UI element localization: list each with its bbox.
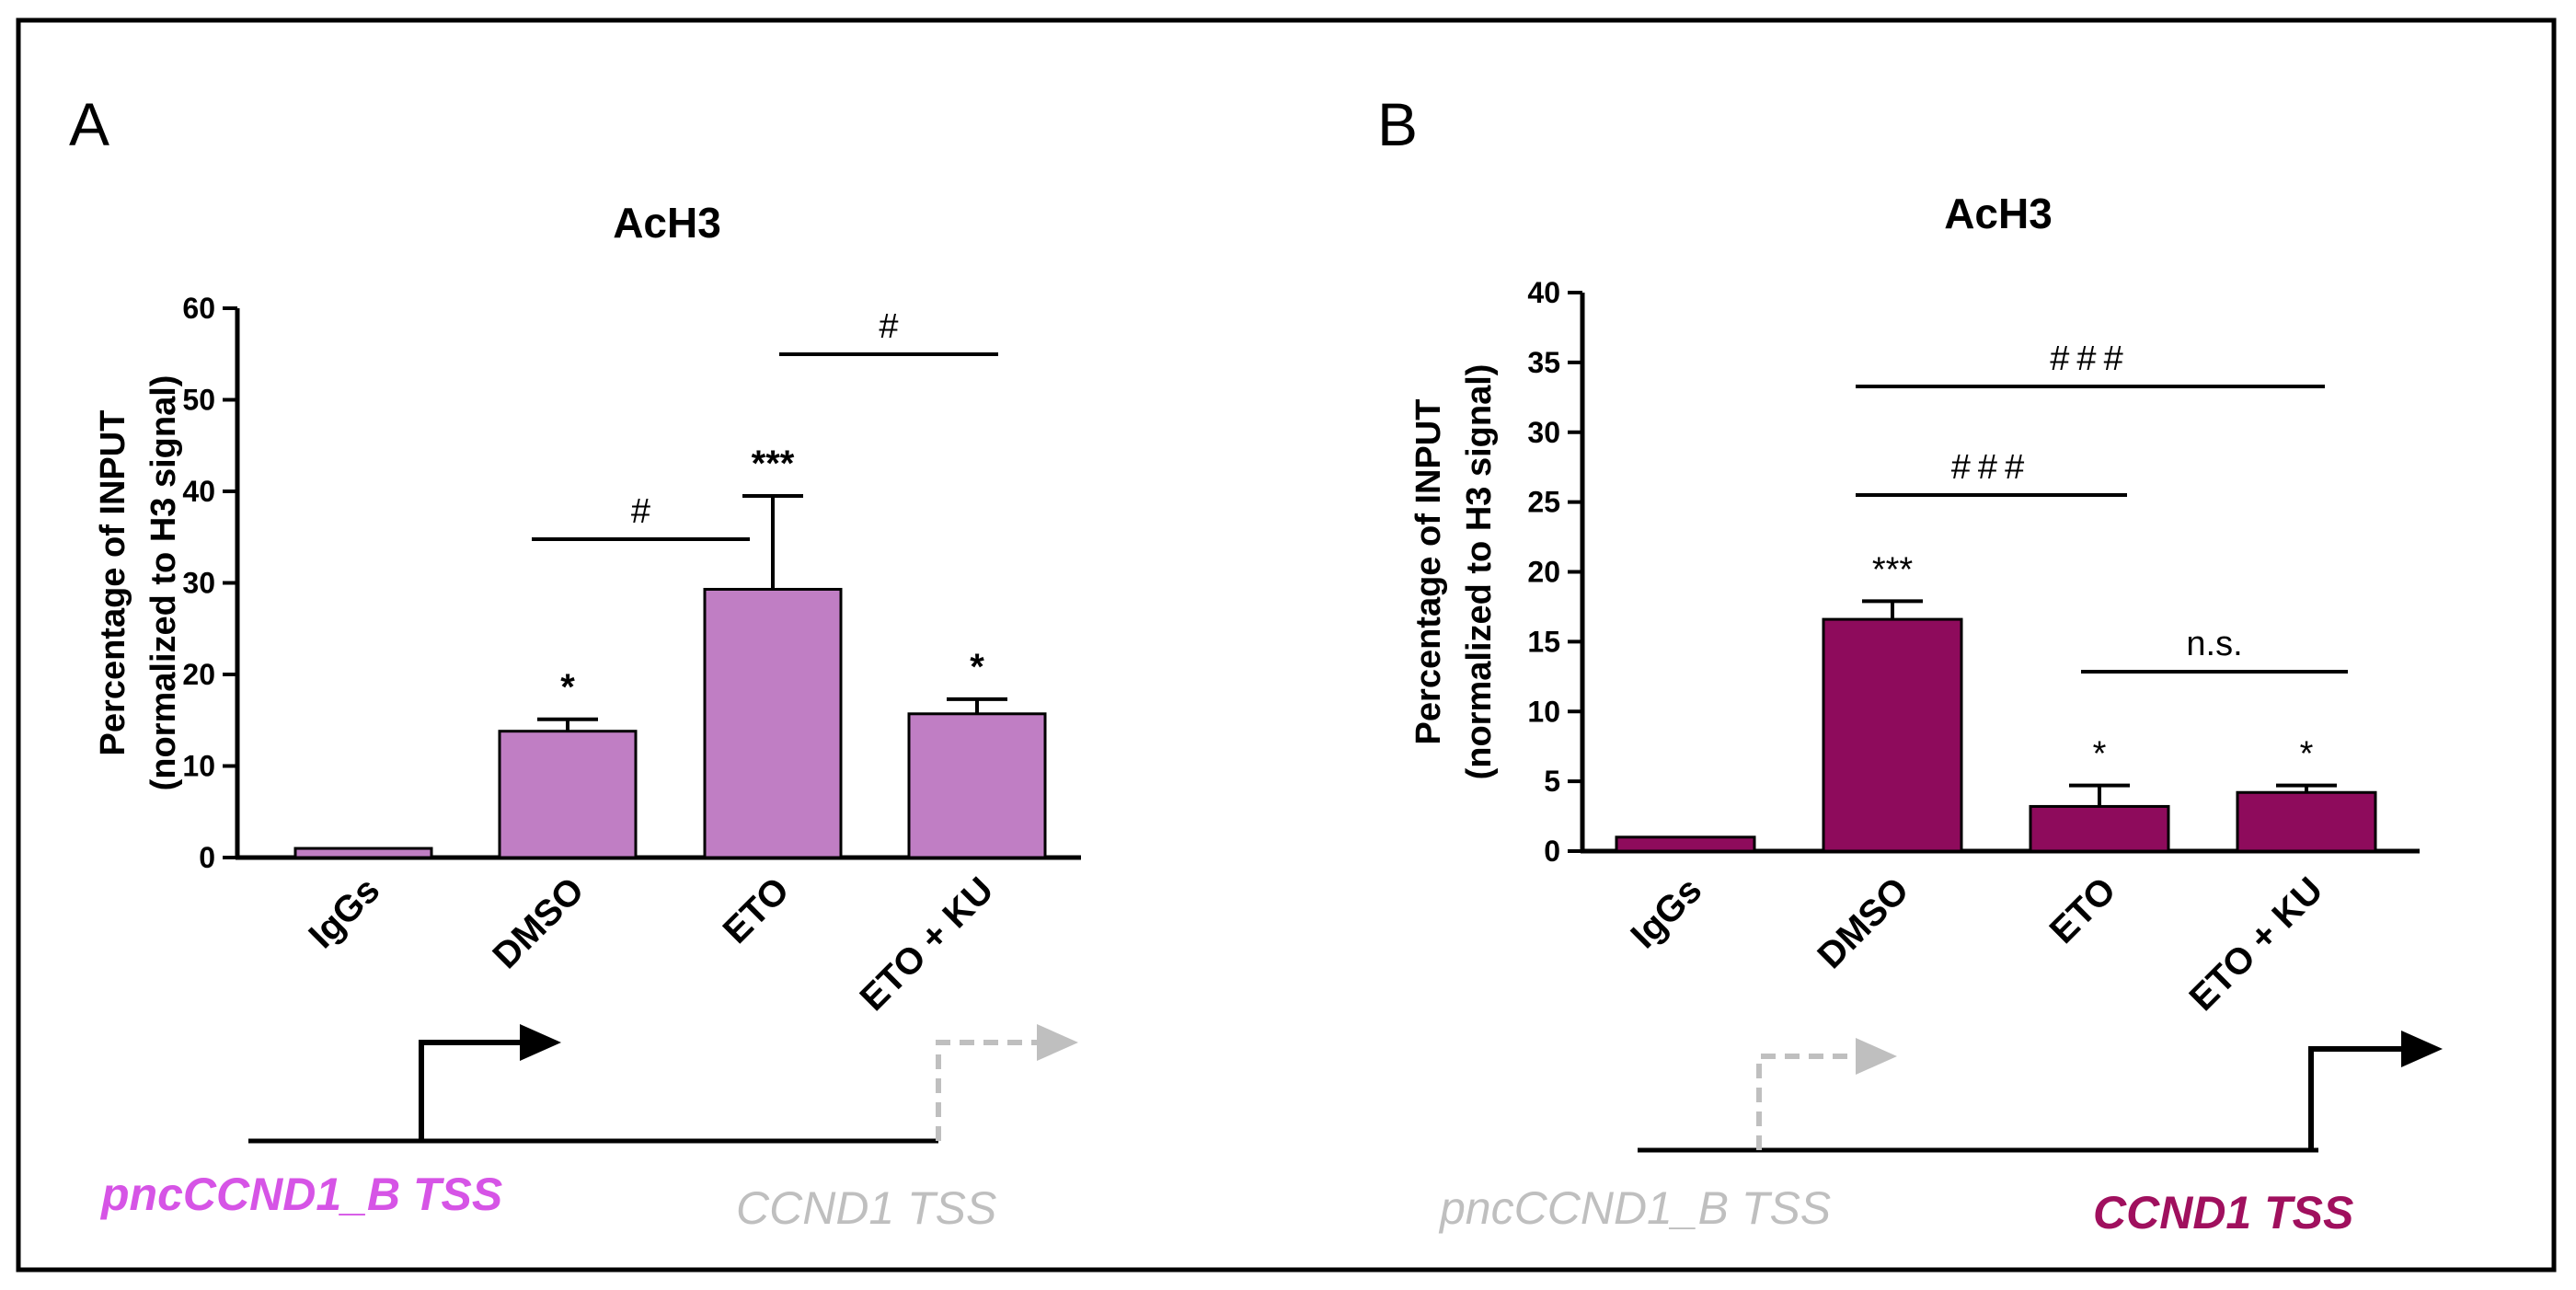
- category-label: DMSO: [1810, 870, 1916, 976]
- inactive-tss-arrowhead: [1856, 1038, 1897, 1075]
- tss-label-left: pncCCND1_B TSS: [1438, 1182, 1831, 1234]
- category-label: IgGs: [1623, 870, 1709, 956]
- bar-dmso: [1822, 617, 1963, 853]
- y-tick-label: 30: [1527, 416, 1560, 449]
- y-tick-label: 40: [1527, 276, 1560, 309]
- inactive-tss-arrowhead: [1037, 1024, 1078, 1061]
- active-tss-arrow: [419, 1040, 524, 1141]
- bar-iggs: [293, 847, 433, 859]
- y-tick-label: 10: [182, 750, 215, 783]
- significance-label: *: [2300, 735, 2314, 774]
- y-tick-label: 0: [199, 841, 215, 874]
- category-label: IgGs: [301, 870, 387, 956]
- bar-eto-ku: [907, 712, 1047, 859]
- bar-eto-ku: [2236, 790, 2377, 853]
- comparison-label: #: [631, 492, 650, 531]
- y-tick-label: 15: [1527, 625, 1560, 658]
- tss-label-left: pncCCND1_B TSS: [99, 1169, 502, 1220]
- y-tick-label: 50: [182, 384, 215, 417]
- bar-iggs: [1615, 835, 1756, 853]
- y-tick-label: 60: [182, 292, 215, 325]
- significance-label: ***: [1872, 550, 1914, 589]
- active-tss-arrowhead: [2401, 1031, 2443, 1067]
- bar-dmso: [498, 730, 638, 859]
- active-tss-arrowhead: [520, 1024, 561, 1061]
- bar-eto: [703, 587, 843, 859]
- category-label: ETO: [2042, 870, 2124, 951]
- y-tick-label: 30: [182, 567, 215, 600]
- panel-letter: A: [69, 90, 109, 158]
- y-tick-label: 5: [1544, 765, 1560, 798]
- y-axis-label-line1: Percentage of INPUT: [1409, 399, 1448, 745]
- y-tick-label: 20: [182, 658, 215, 691]
- y-tick-label: 35: [1527, 346, 1560, 379]
- y-tick-label: 40: [182, 475, 215, 508]
- bar-eto: [2029, 804, 2170, 853]
- figure-frame: [16, 17, 2557, 1273]
- y-tick-label: 20: [1527, 556, 1560, 589]
- panel-a: A AcH3 Percentage of INPUT (normalized to H…: [69, 90, 1081, 1234]
- y-tick-label: 0: [1544, 835, 1560, 868]
- significance-label: *: [560, 667, 575, 708]
- significance-label: *: [970, 647, 984, 687]
- y-tick-label: 25: [1527, 486, 1560, 519]
- inactive-tss-arrow: [1756, 1054, 1860, 1150]
- tss-label-right: CCND1 TSS: [2093, 1187, 2353, 1238]
- comparison-label: #: [879, 307, 898, 346]
- panel-letter: B: [1377, 90, 1418, 158]
- category-label: DMSO: [485, 870, 592, 976]
- category-label: ETO: [716, 870, 798, 951]
- inactive-tss-arrow: [936, 1040, 1041, 1141]
- comparison-label: n.s.: [2186, 625, 2242, 663]
- chart-title: AcH3: [1944, 190, 2053, 237]
- y-axis-label-line1: Percentage of INPUT: [94, 410, 132, 756]
- y-axis-label-line2: (normalized to H3 signal): [1460, 364, 1499, 780]
- category-label: ETO + KU: [2182, 870, 2331, 1019]
- significance-label: *: [2093, 735, 2107, 774]
- comparison-label: ###: [2050, 340, 2130, 378]
- category-label: ETO + KU: [853, 870, 1002, 1019]
- y-tick-label: 10: [1527, 695, 1560, 728]
- y-axis-label-line2: (normalized to H3 signal): [144, 375, 183, 791]
- chart-title: AcH3: [613, 199, 721, 247]
- tss-label-right: CCND1 TSS: [736, 1182, 996, 1234]
- significance-label: ***: [752, 443, 795, 484]
- panel-b: B AcH3 Percentage of INPUT (normalized to H…: [1377, 90, 2443, 1238]
- comparison-label: ###: [1951, 448, 2031, 487]
- active-tss-arrow: [2308, 1046, 2406, 1150]
